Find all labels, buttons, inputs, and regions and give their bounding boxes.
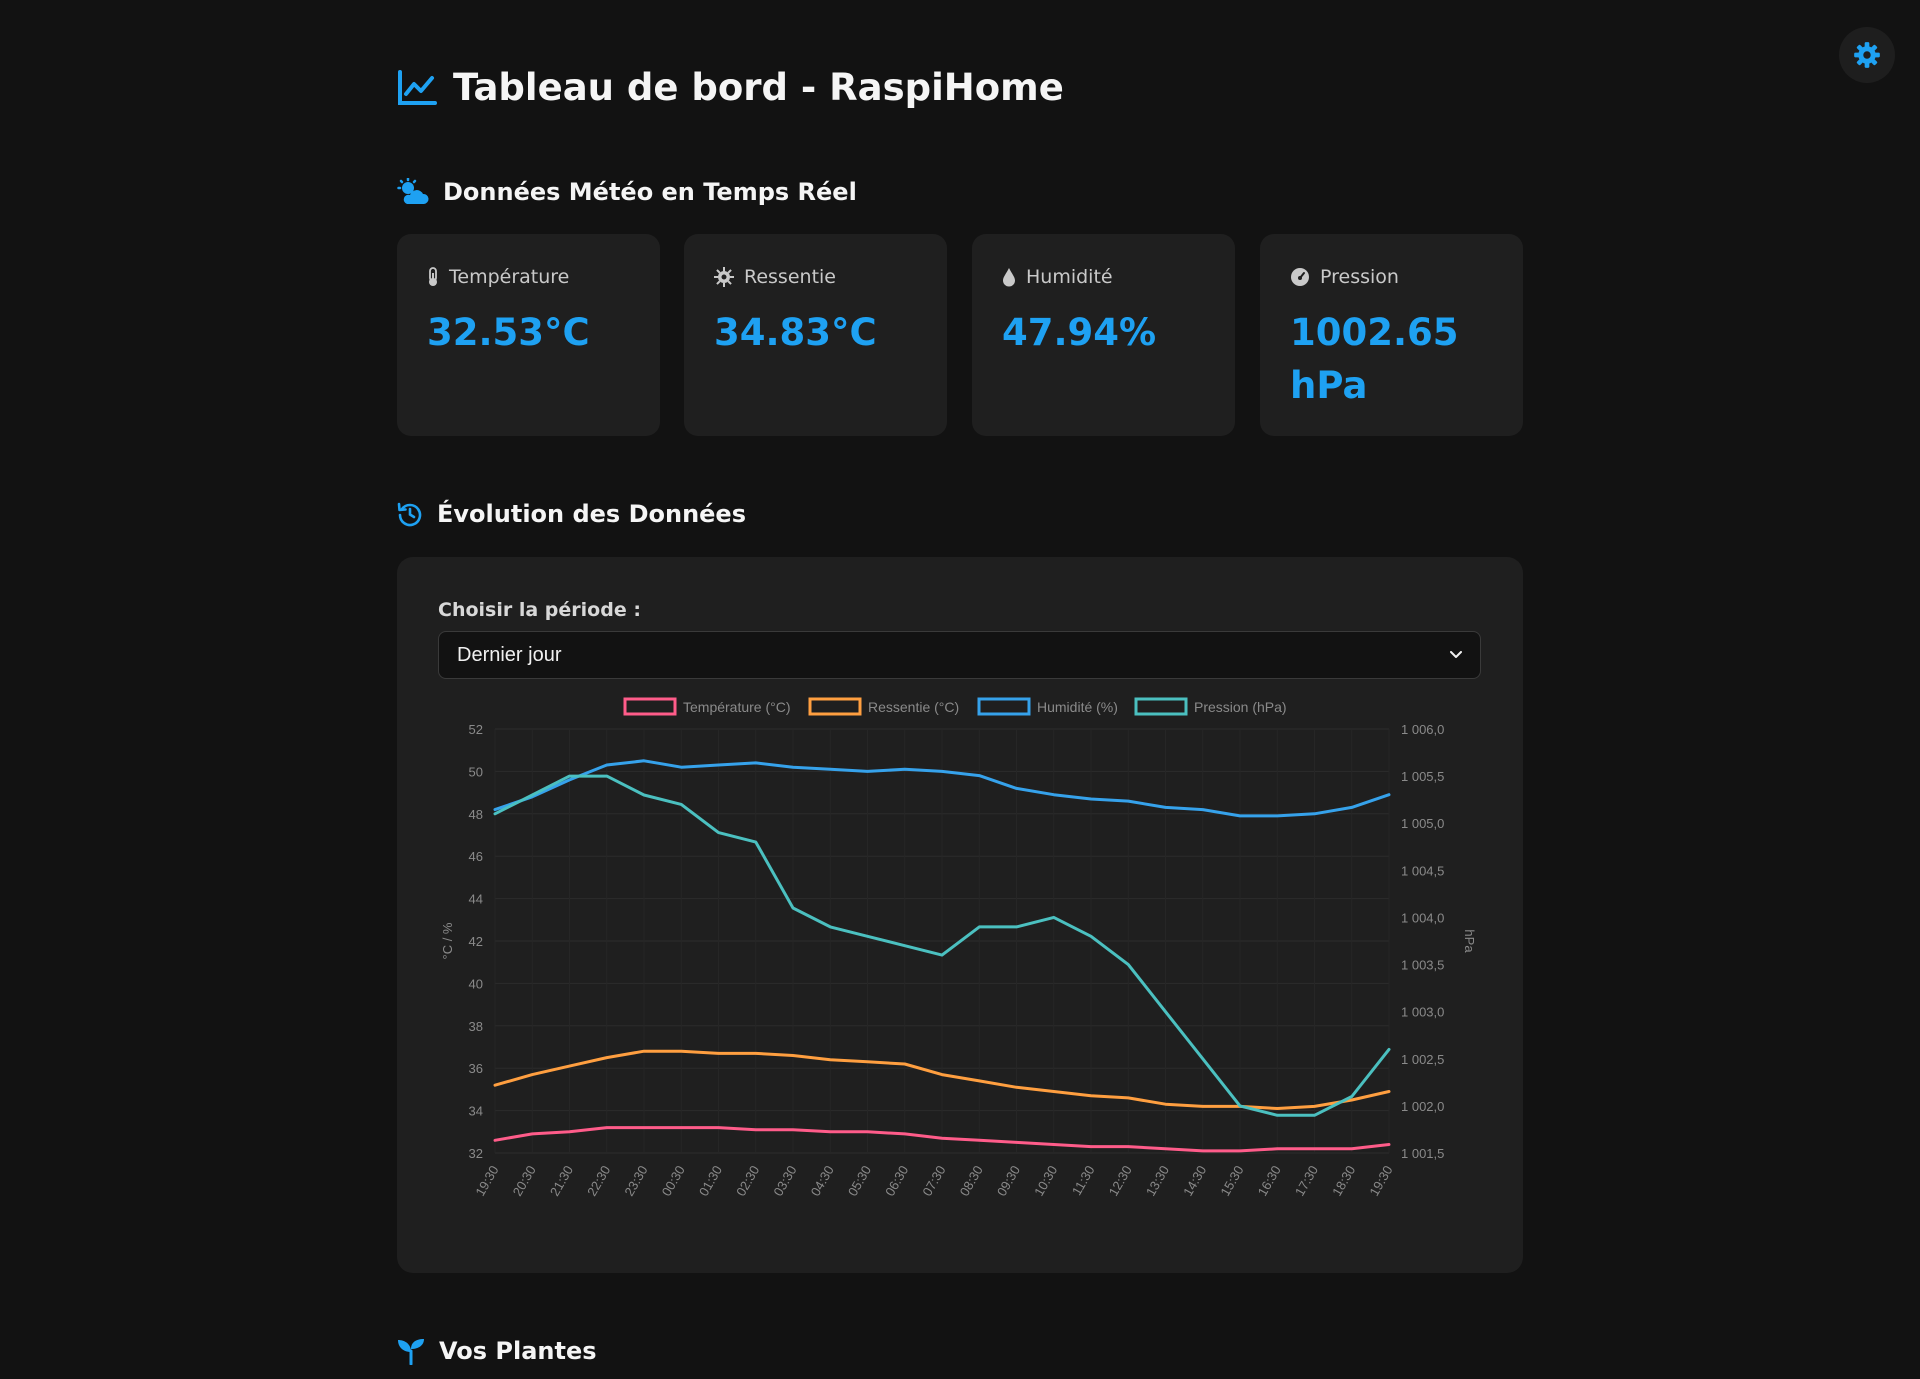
- plants-section-title: Vos Plantes: [397, 1337, 597, 1365]
- pressure-value: 1002.65 hPa: [1290, 311, 1459, 407]
- x-tick-label: 14:30: [1180, 1163, 1209, 1199]
- period-select[interactable]: Dernier jour: [438, 631, 1481, 679]
- x-tick-label: 04:30: [808, 1163, 837, 1199]
- sprout-icon: [398, 1339, 424, 1365]
- pressure-card: Pression 1002.65 hPa: [1260, 234, 1523, 436]
- y-left-tick-label: 34: [469, 1104, 483, 1119]
- history-section-title: Évolution des Données: [397, 500, 746, 528]
- x-tick-label: 23:30: [621, 1163, 650, 1199]
- x-tick-label: 16:30: [1255, 1163, 1284, 1199]
- y-left-tick-label: 50: [469, 764, 483, 779]
- y-left-tick-label: 38: [469, 1019, 483, 1034]
- period-label: Choisir la période :: [438, 599, 641, 621]
- x-tick-label: 05:30: [845, 1163, 874, 1199]
- y-left-tick-label: 36: [469, 1061, 483, 1076]
- temperature-value: 32.53°C: [427, 311, 590, 354]
- x-tick-label: 15:30: [1217, 1163, 1246, 1199]
- history-chart: 32 34 36 38 40 42 44 46 48 50 52 1 001,5 1 002,0 1 00…: [440, 697, 1477, 1199]
- humidity-label: Humidité: [1026, 266, 1113, 288]
- x-tick-label: 13:30: [1143, 1163, 1172, 1199]
- x-tick-label: 17:30: [1292, 1163, 1321, 1199]
- y-right-tick-label: 1 004,0: [1401, 910, 1444, 925]
- y-left-tick-label: 48: [469, 807, 483, 822]
- temperature-card: Température 32.53°C: [397, 234, 660, 436]
- x-tick-label: 03:30: [770, 1163, 799, 1199]
- legend-swatch: [1134, 697, 1188, 716]
- y-right-tick-label: 1 004,5: [1401, 863, 1444, 878]
- x-tick-label: 18:30: [1329, 1163, 1358, 1199]
- x-tick-label: 19:30: [472, 1163, 501, 1199]
- sun-cloud-icon: [397, 178, 429, 204]
- chevron-down-icon: [1450, 651, 1462, 658]
- x-tick-label: 07:30: [919, 1163, 948, 1199]
- legend-label: Humidité (%): [1037, 699, 1118, 715]
- humidity-card: Humidité 47.94%: [972, 234, 1235, 436]
- page-title-text: Tableau de bord - RaspiHome: [453, 66, 1064, 109]
- chart-line-icon: [398, 69, 437, 105]
- pressure-label: Pression: [1320, 266, 1399, 288]
- weather-section-label: Données Météo en Temps Réel: [443, 178, 857, 206]
- series-line: [493, 774, 1391, 1117]
- legend-label: Température (°C): [683, 699, 791, 715]
- y-right-tick-label: 1 006,0: [1401, 722, 1444, 737]
- x-tick-label: 10:30: [1031, 1163, 1060, 1199]
- x-tick-label: 08:30: [957, 1163, 986, 1199]
- feels-like-label: Ressentie: [744, 266, 836, 288]
- x-tick-label: 02:30: [733, 1163, 762, 1199]
- y-left-tick-label: 42: [469, 934, 483, 949]
- y-left-tick-label: 32: [469, 1146, 483, 1161]
- series-line: [493, 1126, 1391, 1153]
- plants-section-label: Vos Plantes: [439, 1337, 597, 1365]
- y-right-tick-label: 1 001,5: [1401, 1146, 1444, 1161]
- history-section-label: Évolution des Données: [437, 500, 746, 528]
- x-tick-label: 12:30: [1106, 1163, 1135, 1199]
- x-tick-label: 06:30: [882, 1163, 911, 1199]
- feels-like-value: 34.83°C: [714, 311, 877, 354]
- y-left-tick-label: 52: [469, 722, 483, 737]
- y-right-tick-label: 1 005,0: [1401, 816, 1444, 831]
- humidity-value: 47.94%: [1002, 311, 1157, 354]
- y-right-axis-title: hPa: [1462, 929, 1477, 953]
- x-tick-label: 21:30: [547, 1163, 576, 1199]
- droplet-icon: [1003, 268, 1015, 287]
- settings-button[interactable]: [1839, 27, 1895, 83]
- thermometer-icon: [429, 267, 437, 286]
- weather-cards: Température 32.53°C: [397, 234, 1523, 436]
- x-tick-label: 22:30: [584, 1163, 613, 1199]
- legend-label: Pression (hPa): [1194, 699, 1287, 715]
- page-title: Tableau de bord - RaspiHome: [397, 66, 1064, 109]
- temperature-label: Température: [449, 266, 570, 288]
- x-tick-label: 01:30: [696, 1163, 725, 1199]
- y-left-tick-label: 40: [469, 976, 483, 991]
- period-select-value: Dernier jour: [457, 643, 562, 666]
- x-tick-label: 00:30: [659, 1163, 688, 1199]
- weather-section-title: Données Météo en Temps Réel: [397, 178, 857, 206]
- y-left-tick-label: 44: [469, 892, 483, 907]
- gauge-icon: [1291, 268, 1309, 286]
- x-tick-label: 19:30: [1366, 1163, 1395, 1199]
- y-left-axis-title: °C / %: [440, 922, 455, 959]
- legend-label: Ressentie (°C): [868, 699, 959, 715]
- y-right-tick-label: 1 002,0: [1401, 1099, 1444, 1114]
- series-line: [493, 759, 1391, 818]
- x-tick-label: 11:30: [1069, 1163, 1098, 1198]
- y-right-tick-label: 1 002,5: [1401, 1052, 1444, 1067]
- feels-like-card: Ressentie 34.83°C: [684, 234, 947, 436]
- legend-swatch: [808, 697, 862, 716]
- gear-icon: [1854, 42, 1880, 68]
- y-right-tick-label: 1 003,0: [1401, 1005, 1444, 1020]
- sun-gear-icon: [714, 267, 734, 287]
- x-tick-label: 09:30: [994, 1163, 1023, 1199]
- y-left-tick-label: 46: [469, 849, 483, 864]
- y-right-tick-label: 1 003,5: [1401, 958, 1444, 973]
- legend-swatch: [977, 697, 1031, 716]
- legend-swatch: [623, 697, 677, 716]
- y-right-tick-label: 1 005,5: [1401, 769, 1444, 784]
- history-icon: [397, 502, 422, 527]
- history-panel: Choisir la période : Dernier jour 32 34 36…: [397, 557, 1523, 1273]
- x-tick-label: 20:30: [510, 1163, 539, 1199]
